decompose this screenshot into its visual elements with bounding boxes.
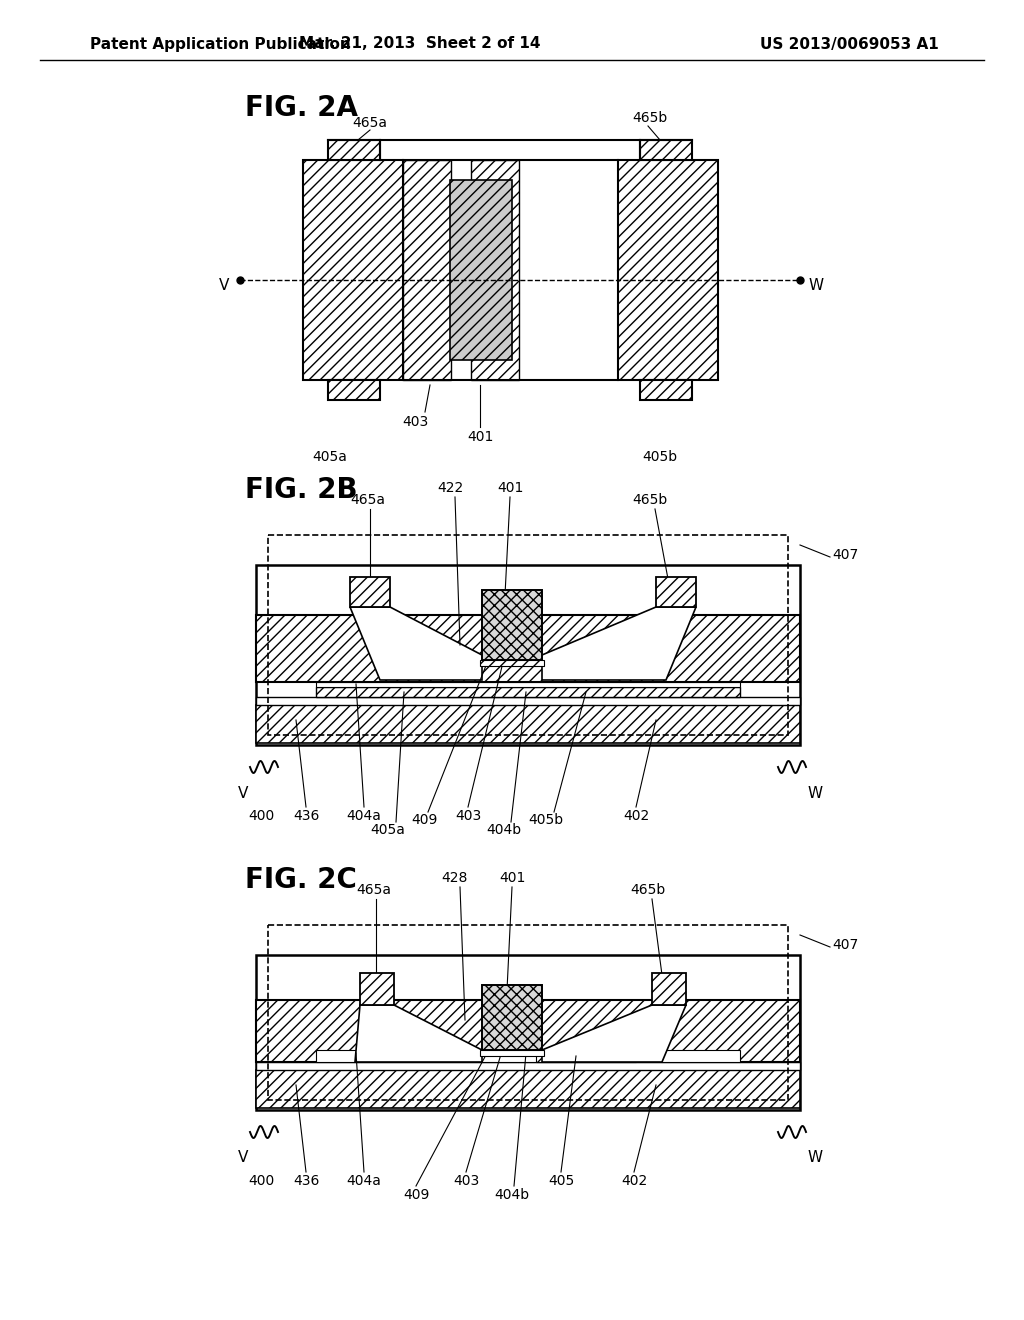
Text: Patent Application Publication: Patent Application Publication <box>90 37 351 51</box>
Text: 401: 401 <box>499 871 525 884</box>
Text: Mar. 21, 2013  Sheet 2 of 14: Mar. 21, 2013 Sheet 2 of 14 <box>299 37 541 51</box>
Bar <box>303 160 403 380</box>
Bar <box>618 160 718 380</box>
Polygon shape <box>350 607 482 680</box>
Text: 403: 403 <box>401 414 428 429</box>
Bar <box>471 160 519 380</box>
Text: 405a: 405a <box>371 822 406 837</box>
Bar <box>268 535 788 735</box>
Text: V: V <box>238 1151 248 1166</box>
Text: 465a: 465a <box>352 116 387 129</box>
Text: 404a: 404a <box>346 809 381 822</box>
Bar <box>316 682 740 686</box>
Bar <box>656 577 696 607</box>
Text: 402: 402 <box>623 809 649 822</box>
Text: FIG. 2B: FIG. 2B <box>245 477 357 504</box>
Text: 436: 436 <box>293 1173 319 1188</box>
Text: W: W <box>808 1151 823 1166</box>
Text: 407: 407 <box>831 939 858 952</box>
Text: 465b: 465b <box>633 492 668 507</box>
Bar <box>316 686 740 697</box>
Text: FIG. 2C: FIG. 2C <box>245 866 357 894</box>
Bar <box>256 1063 800 1071</box>
Polygon shape <box>542 1005 686 1063</box>
Bar <box>640 380 692 400</box>
Text: 405b: 405b <box>642 450 678 465</box>
Bar <box>256 1071 800 1107</box>
Bar <box>652 973 686 1005</box>
Bar <box>345 615 455 682</box>
Bar <box>403 160 451 380</box>
Text: 428: 428 <box>441 871 468 884</box>
Text: W: W <box>808 279 823 293</box>
Bar <box>328 380 380 400</box>
Bar <box>450 180 512 360</box>
Text: 402: 402 <box>621 1173 647 1188</box>
Text: V: V <box>219 279 229 293</box>
Bar <box>328 140 380 160</box>
Text: W: W <box>808 785 823 800</box>
Polygon shape <box>355 1005 482 1063</box>
Text: 465a: 465a <box>356 883 391 898</box>
Text: 400: 400 <box>248 809 274 822</box>
Bar <box>360 973 394 1005</box>
Text: US 2013/0069053 A1: US 2013/0069053 A1 <box>760 37 939 51</box>
Bar <box>256 705 800 743</box>
Bar <box>256 954 800 1110</box>
Bar <box>256 1001 800 1063</box>
Text: 401: 401 <box>497 480 523 495</box>
Text: 405a: 405a <box>312 450 347 465</box>
Bar <box>640 140 692 160</box>
Text: 400: 400 <box>248 1173 274 1188</box>
Bar <box>256 615 800 682</box>
Bar <box>256 565 800 744</box>
Text: 436: 436 <box>293 809 319 822</box>
Text: 465a: 465a <box>350 492 385 507</box>
Text: 409: 409 <box>411 813 437 828</box>
Bar <box>480 660 544 667</box>
Text: 405: 405 <box>548 1173 574 1188</box>
Bar <box>482 590 542 660</box>
Text: 404b: 404b <box>495 1188 529 1203</box>
Text: V: V <box>238 785 248 800</box>
Bar <box>256 697 800 705</box>
Bar <box>268 925 788 1100</box>
Text: 465b: 465b <box>631 883 666 898</box>
Text: 405b: 405b <box>528 813 563 828</box>
Bar <box>536 1049 636 1063</box>
Text: 403: 403 <box>455 809 481 822</box>
Text: 401: 401 <box>467 430 494 444</box>
Polygon shape <box>542 607 696 680</box>
Text: 409: 409 <box>402 1188 429 1203</box>
Bar <box>316 1049 740 1063</box>
Text: 407: 407 <box>831 548 858 562</box>
Text: 422: 422 <box>437 480 463 495</box>
Text: 403: 403 <box>453 1173 479 1188</box>
Text: 404b: 404b <box>486 822 521 837</box>
Bar <box>480 1049 544 1056</box>
Text: 404a: 404a <box>346 1173 381 1188</box>
Bar <box>482 985 542 1049</box>
Text: 465b: 465b <box>633 111 668 125</box>
Text: FIG. 2A: FIG. 2A <box>245 94 358 121</box>
Bar <box>350 577 390 607</box>
